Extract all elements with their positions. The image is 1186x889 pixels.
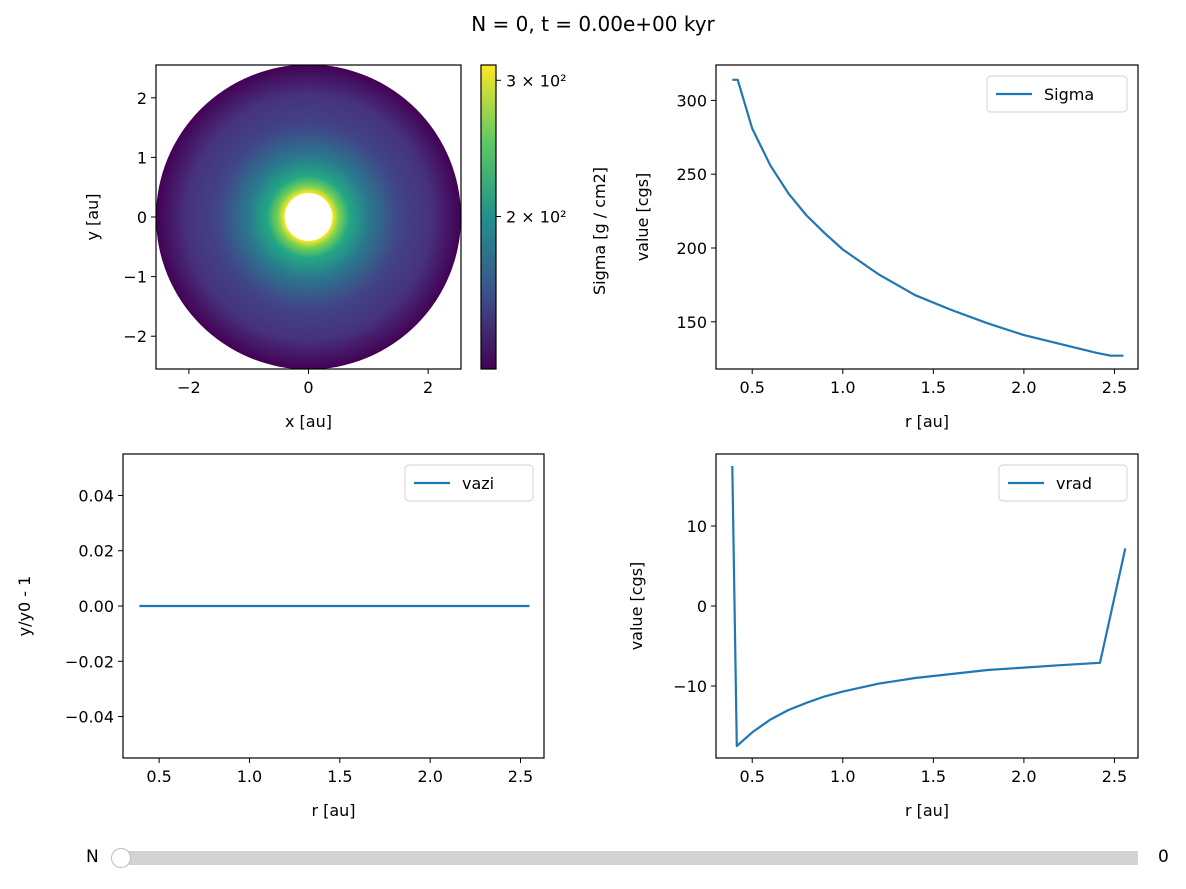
x-tick-label: 1.0	[830, 378, 855, 397]
y-tick-label: −1	[123, 268, 147, 287]
x-axis-label: x [au]	[285, 412, 332, 431]
y-tick-label: −0.04	[65, 708, 114, 727]
y-tick-label: 0	[137, 208, 147, 227]
colorbar-tick-label: 3 × 10²	[506, 71, 567, 90]
y-tick-label: −2	[123, 327, 147, 346]
colorbar-label: Sigma [g / cm2]	[590, 167, 609, 295]
legend-label: Sigma	[1044, 85, 1094, 104]
colorbar-frame	[480, 64, 497, 370]
axes-frame	[122, 453, 545, 759]
x-tick-label: 1.0	[237, 767, 262, 786]
x-tick-label: 2.0	[1011, 767, 1036, 786]
x-tick-label: 1.0	[830, 767, 855, 786]
y-tick-label: 150	[676, 313, 707, 332]
colorbar-tick-label: 2 × 10²	[506, 207, 567, 226]
x-tick-label: 0.5	[739, 767, 764, 786]
colorbar	[481, 65, 496, 369]
y-tick-label: 10	[687, 517, 707, 536]
x-tick-label: −2	[177, 378, 201, 397]
y-tick-label: 0.02	[78, 542, 114, 561]
x-tick-label: 2	[423, 378, 433, 397]
axes-frame	[715, 64, 1139, 370]
y-tick-label: 0.00	[78, 597, 114, 616]
x-tick-label: 2.0	[1011, 378, 1036, 397]
x-axis-label: r [au]	[905, 801, 949, 820]
y-axis-label: y [au]	[83, 194, 102, 241]
x-tick-label: 2.5	[1102, 378, 1127, 397]
y-tick-label: 300	[676, 91, 707, 110]
y-tick-label: −0.02	[65, 652, 114, 671]
x-tick-label: 0.5	[739, 378, 764, 397]
y-axis-label: y/y0 - 1	[15, 576, 34, 637]
sigma-panel: 0.5 1.0 1.5 2.0 2.5 150 200 250 300 r [au] value […	[633, 64, 1139, 431]
legend-box	[998, 464, 1128, 502]
vrad-panel: 0.5 1.0 1.5 2.0 2.5 −10 0 10 r [au] value [cgs] vr…	[627, 453, 1139, 820]
x-tick-label: 2.0	[417, 767, 442, 786]
slider-value: 0	[1158, 847, 1169, 867]
inner-hole	[284, 193, 333, 241]
disk-map-panel: −2 0 2 −2 −1 0 1 2 x [au] y [au] 3 × 10² 2 × 10² Sig…	[83, 64, 609, 431]
x-axis-label: r [au]	[311, 801, 355, 820]
series-line	[732, 78, 1124, 357]
x-tick-label: 2.5	[508, 767, 533, 786]
y-axis-label: value [cgs]	[633, 173, 652, 262]
x-tick-label: 1.5	[327, 767, 352, 786]
vazi-panel: 0.5 1.0 1.5 2.0 2.5 −0.04 −0.02 0.00 0.02 0.04 r […	[15, 453, 545, 820]
slider-handle[interactable]	[111, 848, 131, 868]
y-tick-label: 0.04	[78, 486, 114, 505]
figure-title: N = 0, t = 0.00e+00 kyr	[471, 12, 715, 36]
legend-box	[986, 75, 1128, 113]
axes-frame	[715, 453, 1139, 759]
x-tick-label: 1.5	[921, 767, 946, 786]
y-tick-label: 0	[697, 597, 707, 616]
x-tick-label: 2.5	[1102, 767, 1127, 786]
legend-label: vrad	[1056, 474, 1092, 493]
y-tick-label: 250	[676, 165, 707, 184]
y-tick-label: 200	[676, 239, 707, 258]
y-tick-label: 1	[137, 148, 147, 167]
y-tick-label: −10	[673, 677, 707, 696]
x-tick-label: 0.5	[146, 767, 171, 786]
slider-track[interactable]	[122, 851, 1138, 865]
y-tick-label: 2	[137, 89, 147, 108]
x-tick-label: 1.5	[921, 378, 946, 397]
series-line	[731, 465, 1127, 748]
legend-label: vazi	[462, 474, 494, 493]
slider-label: N	[86, 847, 99, 867]
legend-box	[404, 464, 534, 502]
y-axis-label: value [cgs]	[627, 562, 646, 651]
x-tick-label: 0	[303, 378, 313, 397]
axes-frame	[155, 64, 462, 370]
x-axis-label: r [au]	[905, 412, 949, 431]
